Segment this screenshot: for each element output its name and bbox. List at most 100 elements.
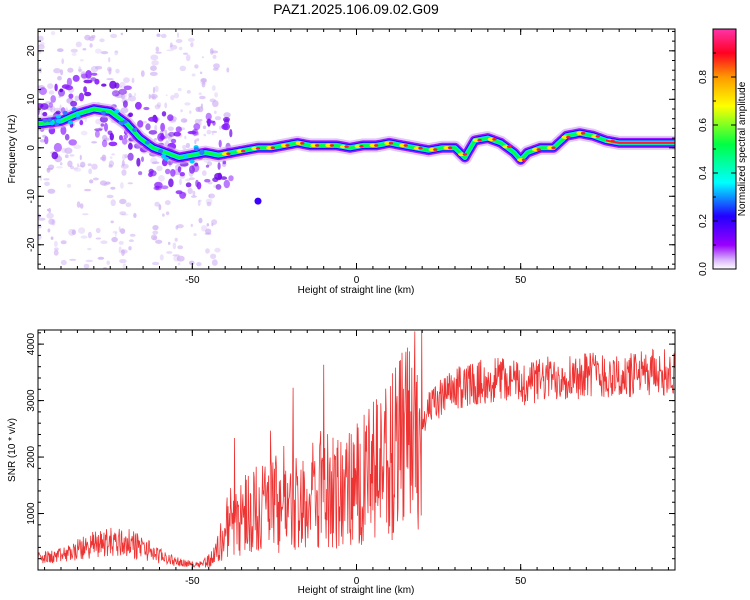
spectrogram-energy-blob (205, 164, 210, 168)
spectrogram-energy-blob (122, 100, 128, 108)
spectrogram-noise-blob (213, 63, 220, 69)
spectrogram-energy-blob (215, 184, 222, 190)
spectrogram-noise-blob (112, 230, 118, 234)
spectrogram-noise-blob (124, 154, 128, 159)
spectrogram-noise-blob (198, 199, 202, 202)
spectrogram-noise-blob (39, 174, 43, 182)
spectrogram-noise-blob (194, 139, 197, 145)
spectrogram-noise-blob (50, 236, 54, 240)
spectrogram-energy-blob (206, 118, 212, 124)
spectrogram-noise-blob (108, 164, 113, 168)
spectrogram-noise-blob (214, 116, 222, 121)
colorbar-label: Normalized spectral amplitude (737, 81, 748, 216)
spectrogram-energy-blob (179, 172, 185, 177)
spectrogram-noise-blob (150, 65, 157, 71)
spectrogram-noise-blob (150, 94, 158, 99)
spectrogram-noise-blob (176, 255, 185, 262)
spectrogram-noise-blob (75, 41, 82, 48)
spectrogram-noise-blob (120, 228, 126, 235)
spectrogram-noise-blob (190, 223, 193, 228)
spectrogram-noise-blob (47, 228, 51, 233)
spectrogram-energy-blob (101, 83, 107, 87)
ridge-peak-core (403, 144, 408, 147)
spectrogram-energy-blob (48, 102, 54, 108)
spectrogram-noise-blob (80, 130, 88, 136)
spectrogram-noise-blob (85, 259, 94, 263)
spectrogram-noise-blob (92, 177, 99, 181)
spectrogram-bright-blob (183, 154, 189, 159)
spectrogram-noise-blob (59, 162, 63, 166)
spectrogram-noise-blob (79, 154, 82, 161)
spectrogram-noise-blob (78, 66, 81, 73)
spectrogram-noise-blob (110, 220, 114, 224)
spectrogram-energy-blob (66, 77, 72, 87)
spectrogram-noise-blob (114, 50, 119, 53)
spectrogram-noise-blob (120, 32, 124, 36)
spectrogram-noise-blob (205, 228, 212, 235)
spectrogram-noise-blob (47, 83, 54, 89)
spectrogram-noise-blob (74, 95, 80, 102)
x-tick-label: -50 (185, 576, 200, 587)
ridge-hot-streak (605, 139, 675, 144)
spectrogram-energy-blob (153, 116, 159, 123)
spectrogram-noise-blob (100, 51, 109, 55)
spectrogram-noise-blob (129, 233, 136, 237)
spectrogram-energy-blob (94, 128, 103, 132)
snr-y-label: SNR (10 * v/v) (7, 418, 18, 482)
spectrogram-noise-blob (83, 263, 90, 269)
spectrogram-energy-blob (68, 139, 77, 146)
spectrogram-noise-blob (102, 134, 108, 142)
spectrogram-noise-blob (121, 160, 125, 167)
spectrogram-noise-blob (79, 203, 84, 209)
spectrogram-energy-blob (137, 120, 144, 128)
spectrogram-noise-blob (174, 237, 178, 242)
ridge-peak-core (433, 148, 438, 151)
spectrogram-noise-blob (48, 208, 51, 213)
spectrogram-energy-blob (79, 119, 84, 126)
spectrogram-noise-blob (173, 255, 180, 262)
spectrogram-noise-blob (133, 213, 137, 218)
spectrogram-noise-blob (87, 231, 92, 239)
spectrogram-noise-blob (78, 68, 83, 72)
colorbar-tick-label: 0.0 (698, 262, 709, 276)
spectrogram-noise-blob (89, 43, 93, 48)
spectrogram-noise-blob (80, 235, 88, 239)
spectrogram-noise-blob (162, 213, 165, 217)
spectrogram-panel: -50 0 50 -20 -10 0 10 20 Height of straight lin… (7, 28, 676, 296)
spectrogram-noise-blob (186, 90, 191, 94)
spectrogram-noise-blob (79, 59, 84, 62)
spectrogram-noise-blob (131, 77, 135, 84)
spectrogram-noise-blob (100, 240, 108, 244)
spectrogram-noise-blob (200, 78, 207, 83)
spectrogram-energy-blob (223, 116, 230, 123)
spectrogram-energy-blob (168, 178, 174, 188)
spectrogram-bright-blob (160, 154, 166, 158)
spectrogram-bright-blob (55, 119, 61, 124)
spectrogram-bright-blob (42, 118, 48, 123)
spectrogram-noise-blob (193, 233, 197, 237)
spectrogram-noise-blob (82, 213, 89, 216)
spectrogram-noise-blob (84, 34, 91, 41)
spectrogram-noise-blob (190, 42, 194, 48)
spectrogram-energy-blob (44, 136, 49, 145)
spectrogram-energy-blob (155, 185, 160, 190)
spectrogram-energy-blob (191, 129, 199, 136)
spectrogram-energy-blob (175, 126, 182, 133)
spectrogram-noise-blob (110, 186, 116, 190)
spectrogram-noise-blob (211, 132, 214, 136)
spectrogram-noise-blob (200, 103, 203, 109)
spectrogram-noise-blob (211, 130, 218, 134)
ridge-peak-core (477, 138, 482, 142)
spectrogram-noise-blob (118, 240, 124, 245)
spectrogram-noise-blob (40, 112, 43, 116)
spectrogram-noise-blob (111, 236, 118, 243)
spectrogram-noise-blob (95, 237, 102, 240)
spectrogram-energy-blob (171, 138, 177, 144)
spectrogram-noise-blob (207, 161, 213, 167)
spectrogram-energy-blob (72, 74, 80, 82)
spectrogram-noise-blob (121, 249, 125, 256)
y-tick-label: 10 (26, 93, 37, 105)
spectrogram-noise-blob (226, 67, 230, 73)
spectrogram-noise-blob (39, 139, 46, 143)
spectrogram-noise-blob (71, 229, 77, 235)
